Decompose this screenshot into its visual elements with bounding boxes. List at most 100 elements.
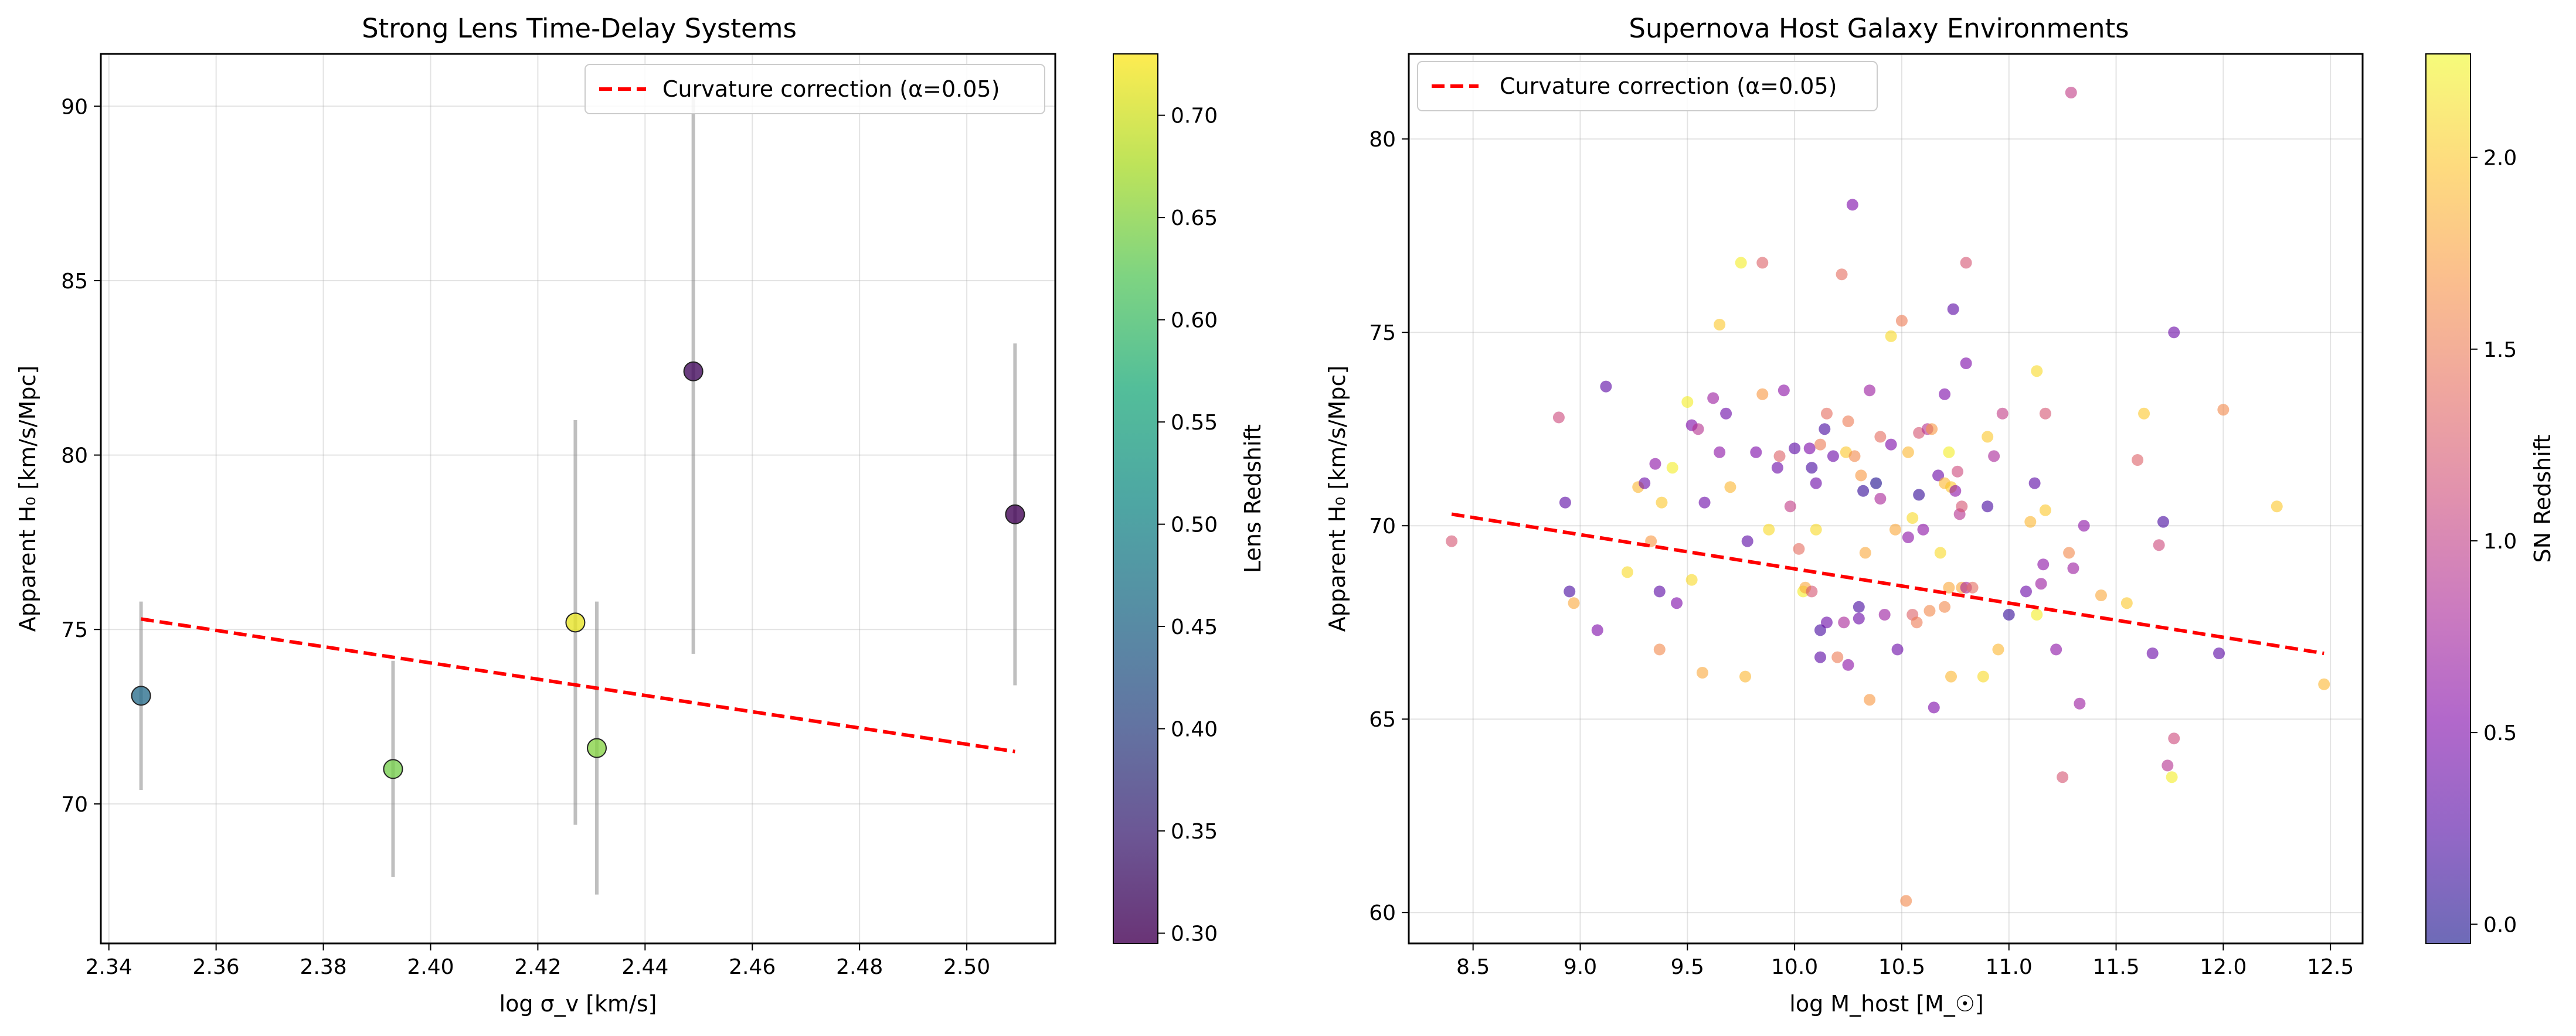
sn-data-point [1996, 407, 2009, 420]
sn-colorbar-gradient [2425, 53, 2471, 944]
sn-y-tick-label: 60 [1369, 901, 1396, 925]
sn-data-point [1810, 523, 1822, 536]
lens-x-tick-label: 2.40 [407, 955, 454, 979]
lens-data-point [587, 738, 607, 758]
lens-data-point [683, 361, 704, 381]
sn-fit-line [1451, 512, 2324, 655]
sn-data-point [1853, 612, 1865, 625]
sn-data-point [2024, 516, 2037, 528]
sn-data-point [1945, 670, 1958, 683]
sn-data-point [1666, 462, 1678, 474]
lens-data-point [383, 759, 403, 779]
sn-data-point [1568, 597, 1580, 609]
sn-data-point [1763, 523, 1775, 536]
sn-legend-box [1417, 61, 1878, 111]
lens-colorbar-tick-label: 0.65 [1171, 206, 1218, 230]
sn-data-point [2166, 771, 2178, 783]
sn-data-point [1552, 411, 1565, 424]
lens-fit-line-group [141, 617, 1015, 754]
lens-points [131, 361, 1025, 779]
sn-data-point [2057, 771, 2069, 783]
sn-data-point [1911, 616, 1923, 629]
sn-data-point [1591, 624, 1603, 636]
sn-y-axis-label: Apparent H₀ [km/s/Mpc] [1324, 366, 1350, 632]
lens-colorbar-ticks: 0.30 0.35 0.40 0.45 0.50 0.55 0.60 0.65 0.70 [1158, 104, 1218, 946]
sn-data-point [2031, 609, 2043, 621]
sn-y-tick-label: 80 [1369, 128, 1396, 152]
sn-data-point [2217, 404, 2230, 416]
sn-data-point [1653, 643, 1666, 656]
sn-data-point [1864, 384, 1876, 397]
sn-data-point [2162, 759, 2174, 772]
lens-colorbar-tick-label: 0.45 [1171, 615, 1218, 639]
sn-data-point [1750, 446, 1762, 458]
sn-data-point [2039, 407, 2051, 420]
sn-data-point [1900, 895, 1912, 907]
lens-x-tick-label: 2.36 [193, 955, 240, 979]
sn-data-point [1960, 357, 1972, 369]
sn-data-point [2037, 558, 2050, 571]
sn-x-tick-label: 8.5 [1456, 955, 1490, 979]
sn-data-point [1895, 315, 1908, 327]
sn-data-point [1848, 450, 1861, 462]
sn-data-point [1778, 384, 1790, 397]
sn-data-point [1741, 535, 1753, 547]
lens-y-tick-label: 80 [61, 444, 88, 468]
sn-x-tick-label: 12.0 [2200, 955, 2247, 979]
sn-colorbar-label: SN Redshift [2530, 435, 2555, 563]
sn-data-point [1917, 523, 1929, 536]
sn-data-point [1681, 396, 1694, 408]
sn-data-point [1966, 581, 1979, 594]
sn-data-point [1939, 601, 1951, 613]
sn-data-point [1902, 531, 1914, 543]
sn-data-point [1878, 609, 1891, 621]
sn-data-point [1803, 442, 1816, 455]
sn-data-point [1714, 319, 1726, 330]
sn-data-point [1724, 481, 1736, 493]
sn-data-point [1696, 667, 1708, 679]
sn-data-point [1771, 462, 1783, 474]
sn-data-point [1649, 458, 1661, 470]
sn-colorbar-tick-label: 0.0 [2483, 913, 2517, 937]
sn-data-point [1814, 624, 1826, 636]
sn-data-point [1874, 493, 1887, 505]
sn-data-point [2120, 597, 2133, 609]
sn-data-point [1446, 535, 1458, 547]
lens-colorbar-label: Lens Redshift [1240, 424, 1266, 573]
sn-data-point [1857, 485, 1870, 497]
sn-data-point [2271, 500, 2283, 513]
lens-x-tick-label: 2.48 [836, 955, 883, 979]
sn-data-point [1756, 257, 1769, 269]
sn-data-point [1564, 585, 1576, 598]
sn-data-point [1784, 500, 1796, 513]
lens-legend-label: Curvature correction (α=0.05) [662, 76, 1000, 102]
lens-y-tick-label: 90 [61, 95, 88, 119]
sn-data-point [1982, 431, 1994, 443]
lens-y-tick-label: 75 [61, 618, 88, 642]
sn-data-point [2063, 547, 2075, 559]
lens-x-tick-label: 2.38 [300, 955, 346, 979]
sn-data-point [1831, 651, 1844, 663]
sn-data-point [1707, 392, 1719, 404]
lens-x-tick-label: 2.42 [514, 955, 561, 979]
sn-data-point [1846, 199, 1858, 211]
sn-data-point [1698, 496, 1711, 509]
lens-grid [101, 54, 1055, 943]
sn-data-point [1889, 523, 1901, 536]
sn-data-point [1639, 477, 1651, 489]
sn-data-point [1923, 605, 1936, 617]
sn-data-point [2213, 648, 2225, 659]
lens-legend-box [584, 64, 1045, 114]
sn-points [1446, 87, 2330, 907]
sn-data-point [2039, 504, 2051, 516]
sn-data-point [1885, 330, 1897, 342]
sn-fit-line-group [1451, 512, 2324, 655]
sn-data-point [1671, 597, 1683, 609]
sn-data-point [1870, 477, 1882, 489]
sn-data-point [1982, 500, 1994, 513]
lens-data-point [1005, 504, 1025, 524]
sn-colorbar-tick-label: 0.5 [2483, 721, 2517, 745]
sn-data-point [1806, 462, 1818, 474]
sn-legend: Curvature correction (α=0.05) [1417, 61, 1878, 111]
